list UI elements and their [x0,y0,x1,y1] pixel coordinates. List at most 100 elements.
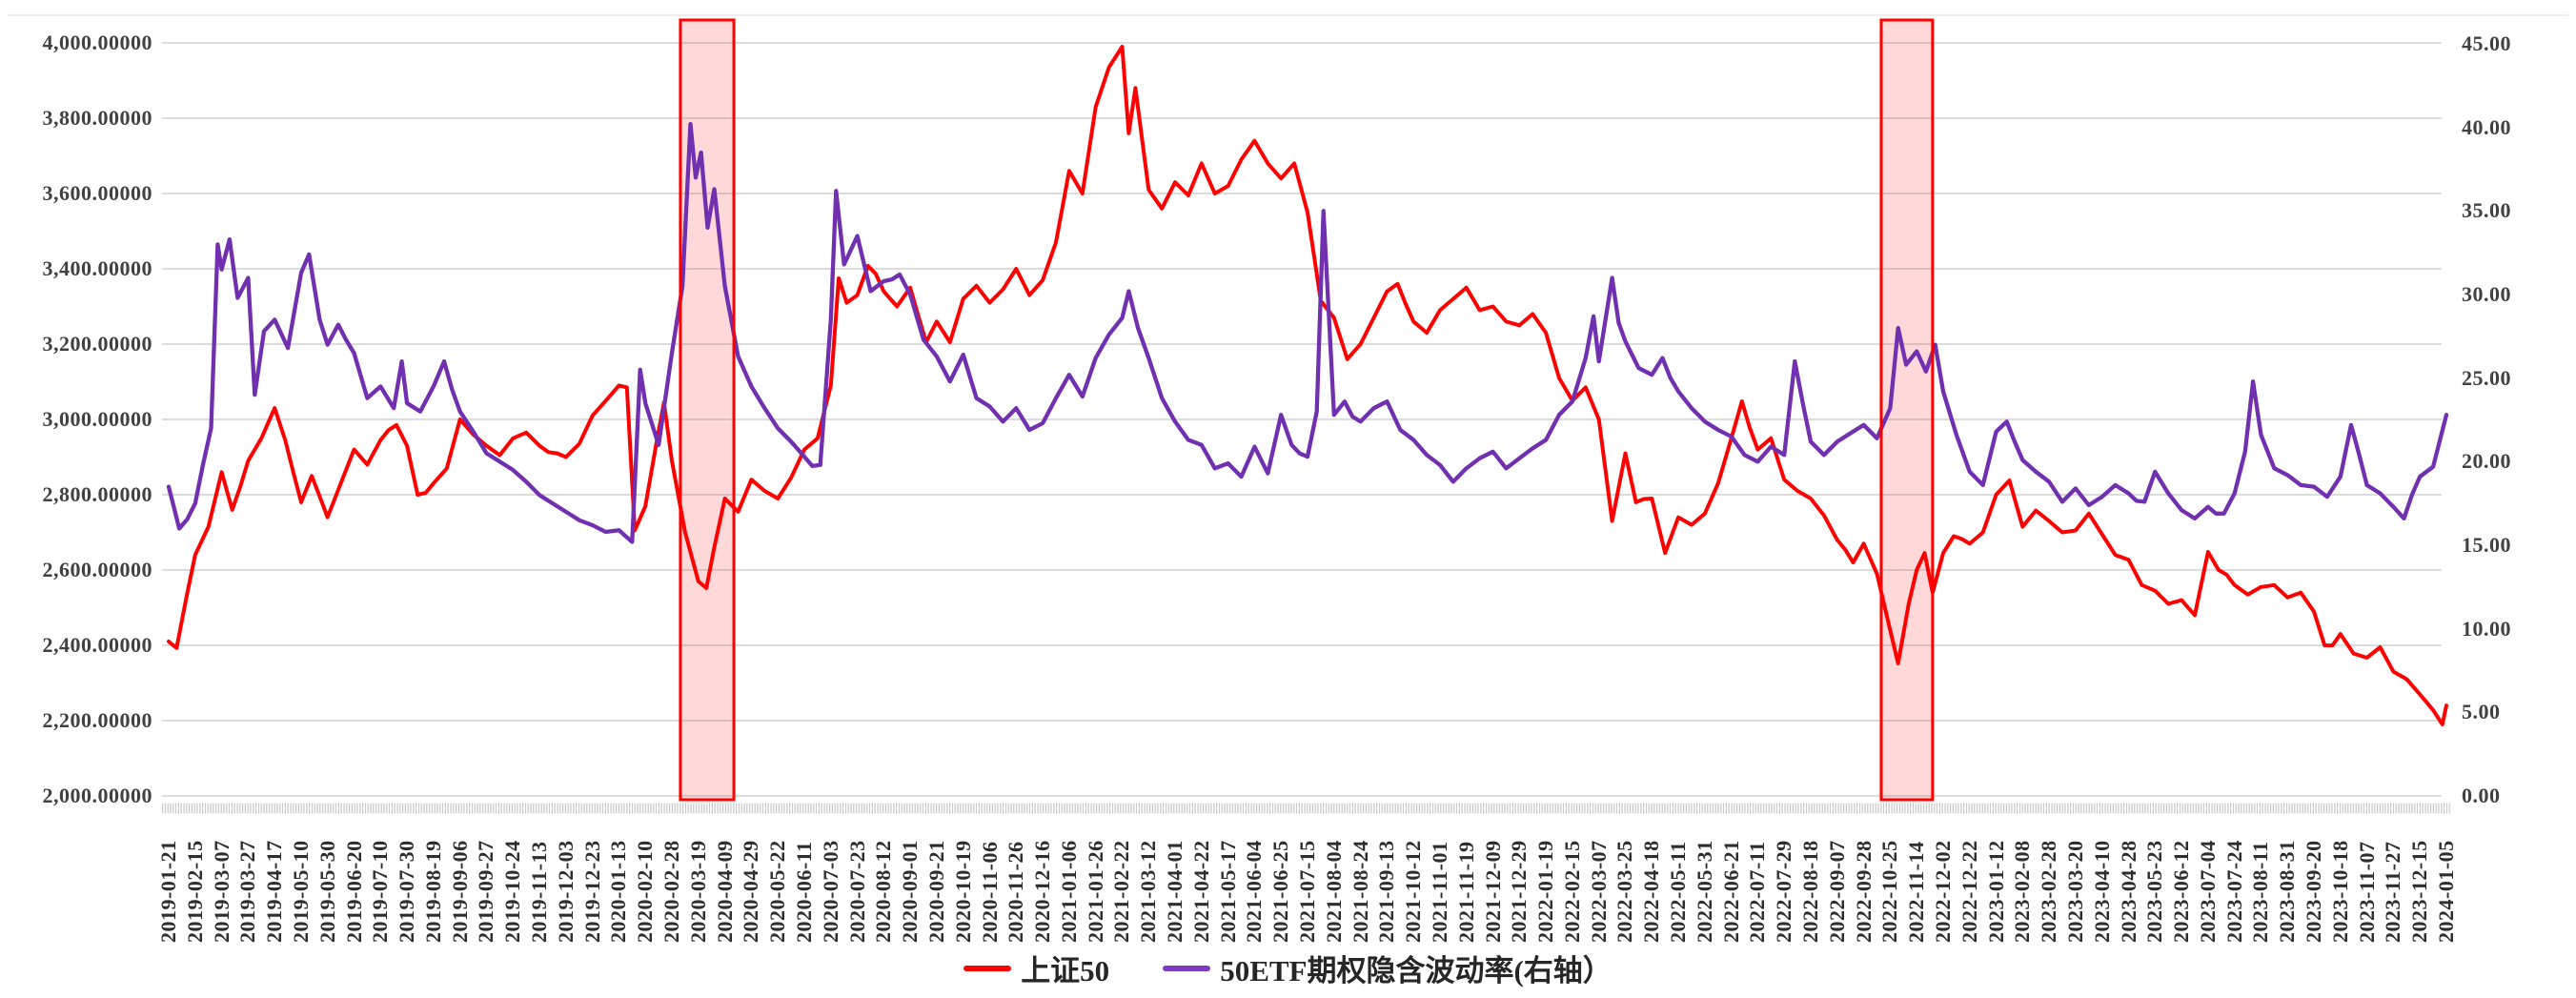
series-line-50etf-iv [166,122,2449,544]
x-axis-date-label: 2020-11-06 [977,841,1002,943]
x-axis-date-label: 2020-02-28 [659,840,684,943]
x-axis-date-label: 2020-05-22 [765,840,790,943]
x-axis-date-label: 2020-02-10 [633,840,658,943]
left-axis-tick-label: 2,600.00000 [42,558,152,581]
x-axis-date-label: 2023-05-23 [2142,840,2167,943]
x-axis-date-label: 2019-05-30 [314,840,339,943]
x-axis-date-label: 2020-12-16 [1030,840,1055,943]
legend-label: 上证50 [1021,954,1110,988]
x-axis-date-label: 2022-07-29 [1772,840,1796,943]
legend-line-swatch-red [963,965,1012,971]
left-axis-tick-label: 2,000.00000 [42,784,152,807]
right-axis-tick-label: 5.00 [2462,700,2501,724]
x-axis-date-label: 2020-09-21 [923,840,948,943]
highlight-region-border [679,18,736,802]
x-axis-date-label: 2020-10-19 [950,840,975,943]
left-axis-tick-label: 3,200.00000 [42,332,152,356]
x-axis-date-label: 2021-07-15 [1295,840,1319,943]
x-axis-date-label: 2023-11-07 [2354,841,2379,943]
x-axis-date-label: 2019-08-19 [420,840,445,943]
right-axis-tick-label: 35.00 [2462,198,2511,223]
x-axis-date-label: 2023-10-18 [2327,840,2352,943]
right-axis-tick-label: 25.00 [2462,365,2511,390]
legend-label: 50ETF期权隐含波动率(右轴） [1220,954,1613,988]
x-axis-date-label: 2022-06-21 [1718,840,1743,943]
left-axis-tick-label: 3,800.00000 [42,106,152,130]
x-axis-date-label: 2019-04-17 [262,840,287,943]
x-axis-date-label: 2019-12-03 [553,840,578,943]
left-axis-tick-label: 3,000.00000 [42,407,152,431]
right-axis-tick-label: 10.00 [2462,616,2511,641]
x-axis-date-label: 2019-05-10 [288,840,313,943]
left-axis-tick-label: 3,600.00000 [42,181,152,205]
x-axis-date-label: 2022-08-18 [1798,840,1823,943]
right-axis-tick-label: 45.00 [2462,31,2511,55]
highlight-region-border [1879,18,1935,802]
x-axis-date-label: 2023-11-27 [2381,841,2405,943]
x-axis-date-label: 2022-02-15 [1559,840,1584,943]
x-axis-date-label: 2024-01-05 [2434,840,2458,943]
x-axis-date-label: 2022-12-02 [1930,840,1955,943]
x-axis-date-label: 2019-09-06 [447,840,472,943]
x-axis-date-label: 2021-10-12 [1401,840,1426,943]
x-axis-date-label: 2022-09-28 [1851,840,1876,943]
x-axis-date-label: 2023-07-04 [2195,840,2220,943]
x-axis-date-label: 2022-01-19 [1533,840,1558,943]
left-axis-tick-label: 2,200.00000 [42,708,152,732]
x-axis-date-label: 2019-03-07 [209,840,233,943]
x-axis-date-label: 2021-01-06 [1056,840,1081,943]
right-axis-tick-label: 40.00 [2462,114,2511,139]
legend-line-swatch-purple [1163,965,1211,971]
right-axis-tick-label: 15.00 [2462,533,2511,557]
x-axis-date-label: 2021-08-24 [1348,840,1372,943]
legend-item-50etf-iv: 50ETF期权隐含波动率(右轴） [1163,947,1613,989]
x-axis-date-label: 2023-06-12 [2169,840,2194,943]
x-axis-date-label: 2023-08-11 [2248,841,2273,943]
x-axis-date-label: 2023-04-10 [2089,840,2114,943]
x-axis-date-label: 2021-03-12 [1136,840,1161,943]
series-line-sse50 [167,45,2448,726]
x-axis-date-label: 2023-01-12 [1983,840,2008,943]
x-axis-date-label: 2023-09-20 [2302,840,2326,943]
right-axis-tick-label: 20.00 [2462,449,2511,474]
x-axis-date-label: 2022-10-25 [1877,840,1902,943]
x-axis-date-label: 2020-03-19 [685,840,710,943]
x-axis-date-label: 2021-04-22 [1188,840,1213,943]
x-axis-date-label: 2019-07-10 [368,840,393,943]
x-axis-date-label: 2022-07-11 [1745,841,1770,943]
x-axis-date-label: 2020-07-03 [818,840,842,943]
x-axis-date-label: 2020-08-12 [871,840,896,943]
x-axis-date-label: 2021-09-13 [1374,840,1399,943]
x-axis-date-label: 2019-09-27 [474,840,498,943]
x-axis-date-label: 2020-06-11 [791,841,816,943]
left-axis-tick-label: 2,400.00000 [42,633,152,657]
x-axis-date-label: 2023-03-20 [2062,840,2087,943]
x-axis-date-label: 2021-12-29 [1507,840,1531,943]
x-axis-date-label: 2021-05-17 [1215,840,1240,943]
x-axis-date-label: 2021-06-04 [1242,840,1267,943]
x-axis-date-label: 2021-12-09 [1480,840,1505,943]
right-axis-tick-label: 30.00 [2462,282,2511,306]
x-axis-date-label: 2019-02-15 [182,840,207,943]
x-axis-date-label: 2021-02-22 [1109,840,1134,943]
left-axis-tick-label: 4,000.00000 [42,31,152,54]
x-axis-date-label: 2022-09-07 [1824,840,1849,943]
x-axis-date-label: 2019-07-30 [395,840,419,943]
x-axis-date-label: 2022-04-18 [1639,840,1664,943]
legend-item-sse50: 上证50 [963,947,1109,989]
x-axis-date-label: 2023-02-28 [2037,840,2061,943]
x-axis-date-label: 2022-03-25 [1613,840,1637,943]
x-axis-date-label: 2023-04-28 [2116,840,2140,943]
x-axis-date-label: 2021-11-01 [1427,841,1451,943]
left-axis-tick-label: 3,400.00000 [42,256,152,280]
x-axis-date-label: 2023-12-15 [2407,840,2432,943]
x-axis-date-label: 2019-12-23 [579,840,604,943]
x-axis-date-label: 2020-01-13 [606,840,631,943]
x-axis-date-label: 2022-05-31 [1692,840,1716,943]
x-axis-date-label: 2021-08-04 [1321,840,1346,943]
x-axis-date-label: 2021-04-01 [1163,840,1187,943]
x-axis-date-label: 2022-11-14 [1904,841,1929,943]
x-axis-date-label: 2021-11-19 [1453,841,1478,943]
x-axis-date-label: 2019-03-27 [235,840,260,943]
